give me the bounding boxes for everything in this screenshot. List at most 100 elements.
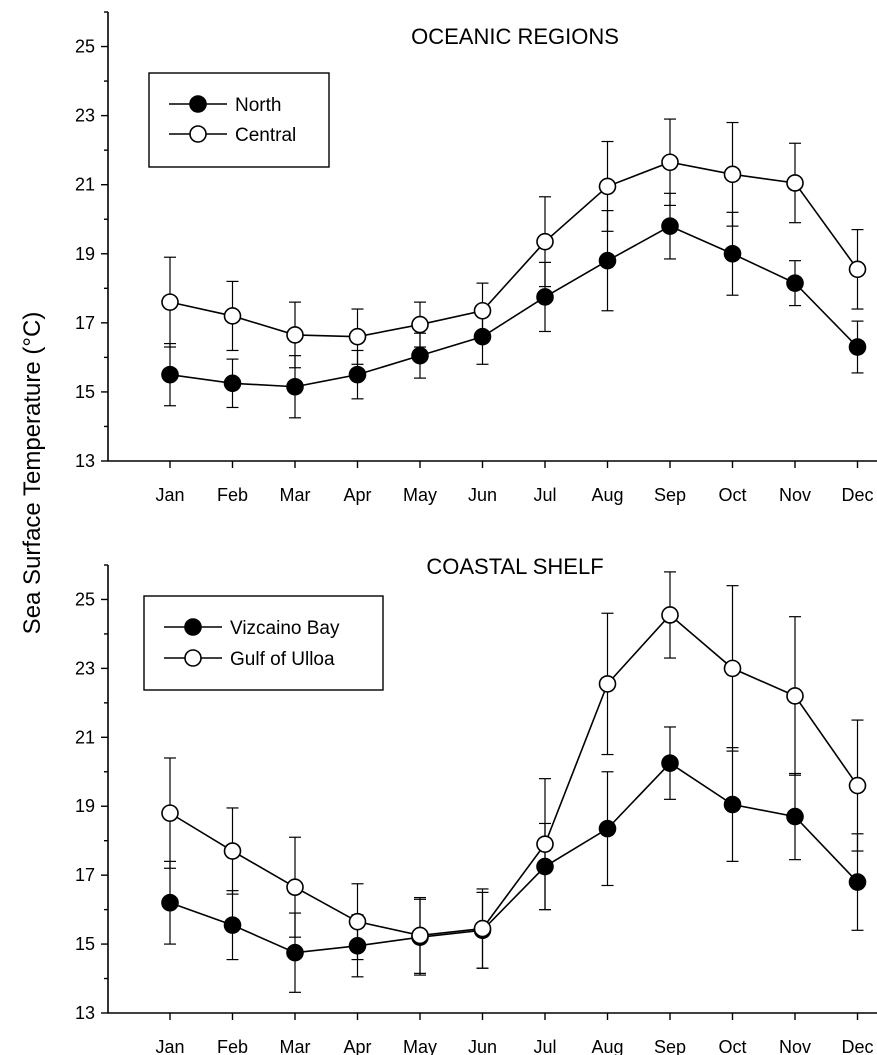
y-tick-label: 21 <box>75 727 95 747</box>
y-axis-label: Sea Surface Temperature (°C) <box>19 312 46 635</box>
data-point <box>286 377 304 396</box>
series-vizcaino-bay <box>161 726 867 993</box>
x-tick-label: Jul <box>533 1037 556 1055</box>
x-tick-label: Nov <box>779 485 811 505</box>
data-point <box>786 274 804 292</box>
oceanic-regions-panel: OCEANIC REGIONS 13 15 17 19 21 23 25 Jan Feb Mar Ap… <box>75 11 877 505</box>
data-point <box>536 835 554 853</box>
y-tick-label: 17 <box>75 865 95 885</box>
legend-label: Gulf of Ulloa <box>230 649 335 670</box>
x-tick-label: May <box>403 1037 437 1055</box>
x-tick-label: Feb <box>217 485 248 505</box>
series-line <box>169 762 859 954</box>
data-point <box>286 878 304 897</box>
data-point <box>598 675 617 693</box>
series-line <box>169 161 859 338</box>
data-point <box>348 327 367 346</box>
x-tick-label: Jan <box>155 1037 184 1055</box>
x-tick-label: Apr <box>343 1037 371 1055</box>
data-point <box>223 842 242 860</box>
series-north <box>161 192 867 419</box>
x-tick-label: Mar <box>280 485 311 505</box>
data-point <box>786 687 804 705</box>
x-tick-label: Mar <box>280 1037 311 1055</box>
chart-title: OCEANIC REGIONS <box>411 24 619 49</box>
data-point <box>723 659 742 678</box>
data-point <box>536 232 554 251</box>
legend-marker <box>189 95 207 113</box>
data-point <box>223 307 242 325</box>
data-point <box>348 365 367 384</box>
legend-marker <box>184 649 202 667</box>
x-tick-label: Jun <box>468 1037 497 1055</box>
legend-label: Central <box>235 125 296 146</box>
x-tick-label: Jan <box>155 485 184 505</box>
x-tick-label: May <box>403 485 437 505</box>
y-tick-label: 23 <box>75 106 95 126</box>
y-tick-label: 23 <box>75 658 95 678</box>
data-point <box>661 217 679 235</box>
chart-title: COASTAL SHELF <box>426 554 603 579</box>
x-tick-label: Dec <box>841 485 873 505</box>
y-tick-label: 15 <box>75 934 95 954</box>
legend-marker <box>189 125 207 143</box>
data-point <box>473 919 492 938</box>
series-central <box>161 118 867 369</box>
y-tick-label: 21 <box>75 175 95 195</box>
y-tick-label: 25 <box>75 589 95 609</box>
data-point <box>161 893 179 912</box>
data-point <box>786 807 804 826</box>
data-point <box>848 338 867 356</box>
x-tick-label: Oct <box>718 485 746 505</box>
data-point <box>223 916 242 934</box>
y-tick-label: 13 <box>75 1003 95 1023</box>
data-point <box>161 365 179 384</box>
data-point <box>723 165 742 184</box>
data-point <box>598 251 617 270</box>
data-point <box>786 174 804 192</box>
data-point <box>848 873 867 891</box>
y-tick-label: 17 <box>75 313 95 333</box>
data-point <box>598 177 617 196</box>
data-point <box>848 776 867 795</box>
y-tick-label: 25 <box>75 37 95 57</box>
data-point <box>848 260 867 279</box>
legend-marker <box>184 618 202 636</box>
y-tick-label: 19 <box>75 796 95 816</box>
legend: Vizcaino Bay Gulf of Ulloa <box>143 595 384 691</box>
coastal-shelf-panel: COASTAL SHELF 13 15 17 19 21 23 25 Jan Feb Mar Apr M… <box>75 554 877 1055</box>
legend-label: Vizcaino Bay <box>230 618 340 639</box>
x-tick-label: Apr <box>343 485 371 505</box>
legend-label: North <box>235 95 281 116</box>
x-tick-label: Jul <box>533 485 556 505</box>
data-point <box>536 288 554 306</box>
y-tick-label: 19 <box>75 244 95 264</box>
series-line <box>169 613 859 937</box>
series-gulf-of-ulloa <box>161 571 867 974</box>
data-point <box>473 301 492 320</box>
data-point <box>723 795 742 814</box>
data-point <box>286 326 304 344</box>
series-line <box>169 225 859 388</box>
data-point <box>661 606 679 624</box>
x-tick-label: Nov <box>779 1037 811 1055</box>
x-tick-label: Dec <box>841 1037 873 1055</box>
data-point <box>161 804 179 822</box>
data-point <box>723 244 742 263</box>
data-point <box>411 346 429 365</box>
x-tick-label: Aug <box>591 485 623 505</box>
x-tick-label: Jun <box>468 485 497 505</box>
x-tick-label: Aug <box>591 1037 623 1055</box>
x-tick-label: Sep <box>654 1037 686 1055</box>
data-point <box>411 926 429 945</box>
x-tick-label: Oct <box>718 1037 746 1055</box>
x-tick-label: Feb <box>217 1037 248 1055</box>
data-point <box>223 374 242 393</box>
y-tick-label: 13 <box>75 451 95 471</box>
x-tick-label: Sep <box>654 485 686 505</box>
data-point <box>598 819 617 838</box>
y-tick-label: 15 <box>75 382 95 402</box>
legend-box <box>143 595 384 691</box>
legend-box <box>148 72 330 168</box>
